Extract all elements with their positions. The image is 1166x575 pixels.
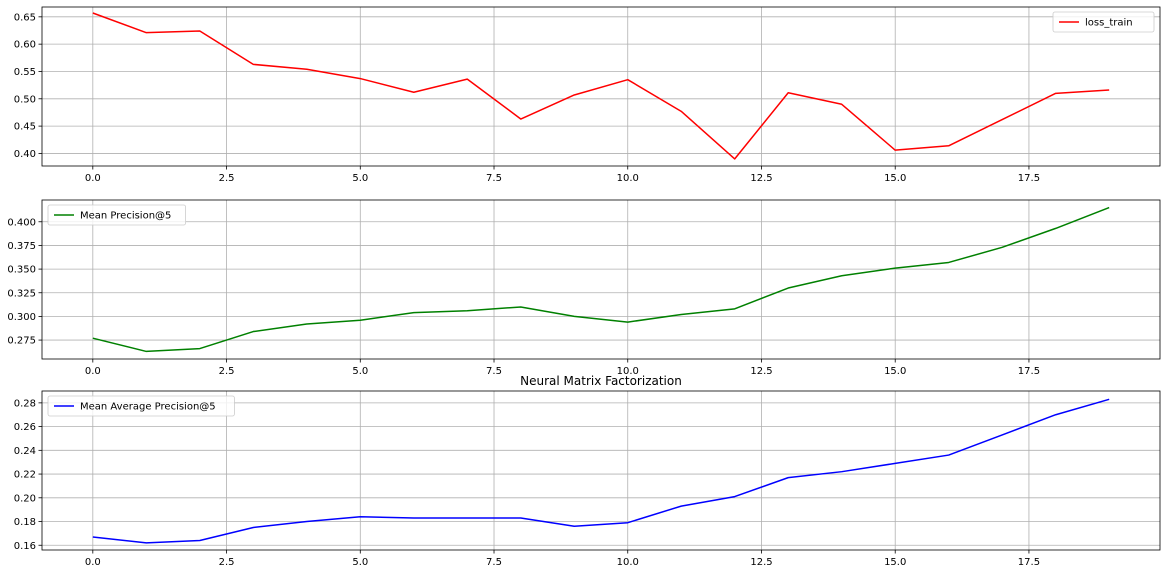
y-tick-label: 0.45 [14,122,36,133]
legend: Mean Precision@5 [47,204,187,226]
y-tick-label: 0.26 [14,422,36,433]
chart-panel-2: 0.0 2.5 5.0 7.5 10.0 12.5 15.0 17.5 0.275 0.300 0.… [7,199,1161,377]
x-tick-label: 17.5 [1018,173,1040,184]
x-tick-label: 17.5 [1018,366,1040,377]
y-tick-label: 0.300 [7,312,36,323]
y-tick-label: 0.28 [14,398,36,409]
y-tick-label: 0.375 [7,241,36,252]
chart-panel-3: 0.0 2.5 5.0 7.5 10.0 12.5 15.0 17.5 0.16 0.18 0.20… [14,390,1161,568]
y-tick-label: 0.275 [7,336,36,347]
legend-label: Mean Average Precision@5 [80,402,216,413]
x-tick-label: 7.5 [486,173,502,184]
legend-label: Mean Precision@5 [80,211,171,222]
x-tick-label: 2.5 [219,557,235,568]
y-tick-label: 0.400 [7,217,36,228]
axes-frame [41,390,1161,551]
x-tick-label: 15.0 [884,557,906,568]
legend: loss_train [1052,11,1155,33]
legend-box [47,204,187,226]
y-tick-label: 0.18 [14,517,36,528]
x-tick-label: 7.5 [486,557,502,568]
x-tick-label: 10.0 [617,173,639,184]
chart-panel-1: 0.0 2.5 5.0 7.5 10.0 12.5 15.0 17.5 0.40 0.45 0.50… [14,6,1161,184]
x-tick-label: 7.5 [486,366,502,377]
x-tick-label: 12.5 [750,173,772,184]
x-tick-label: 10.0 [617,557,639,568]
y-tick-label: 0.40 [14,149,36,160]
y-tick-label: 0.16 [14,541,36,552]
x-tick-label: 2.5 [219,173,235,184]
series-line-mean-precision-5 [92,206,1110,353]
legend-label: loss_train [1085,18,1133,29]
x-tick-label: 0.0 [85,173,101,184]
x-tick-label: 5.0 [352,366,368,377]
x-tick-label: 2.5 [219,366,235,377]
y-tick-label: 0.55 [14,67,36,78]
series-line-mean-average-precision-5 [92,398,1110,544]
x-tick-label: 0.0 [85,366,101,377]
y-tick-label: 0.350 [7,265,36,276]
x-tick-label: 15.0 [884,173,906,184]
legend-box [1052,11,1155,33]
figure-title: Neural Matrix Factorization [520,374,682,388]
series-line-loss-train [92,12,1110,160]
y-tick-label: 0.20 [14,493,36,504]
x-tick-label: 5.0 [352,173,368,184]
x-tick-label: 17.5 [1018,557,1040,568]
y-tick-label: 0.50 [14,94,36,105]
y-tick-label: 0.65 [14,12,36,23]
x-tick-label: 0.0 [85,557,101,568]
x-tick-label: 12.5 [750,557,772,568]
legend: Mean Average Precision@5 [47,395,235,417]
y-tick-label: 0.24 [14,446,36,457]
axes-frame [41,199,1161,360]
axes-frame [41,6,1161,167]
x-tick-label: 5.0 [352,557,368,568]
x-tick-label: 12.5 [750,366,772,377]
y-tick-label: 0.60 [14,40,36,51]
legend-box [47,395,235,417]
y-tick-label: 0.22 [14,470,36,481]
x-tick-label: 10.0 [617,366,639,377]
y-tick-label: 0.325 [7,288,36,299]
x-tick-label: 15.0 [884,366,906,377]
